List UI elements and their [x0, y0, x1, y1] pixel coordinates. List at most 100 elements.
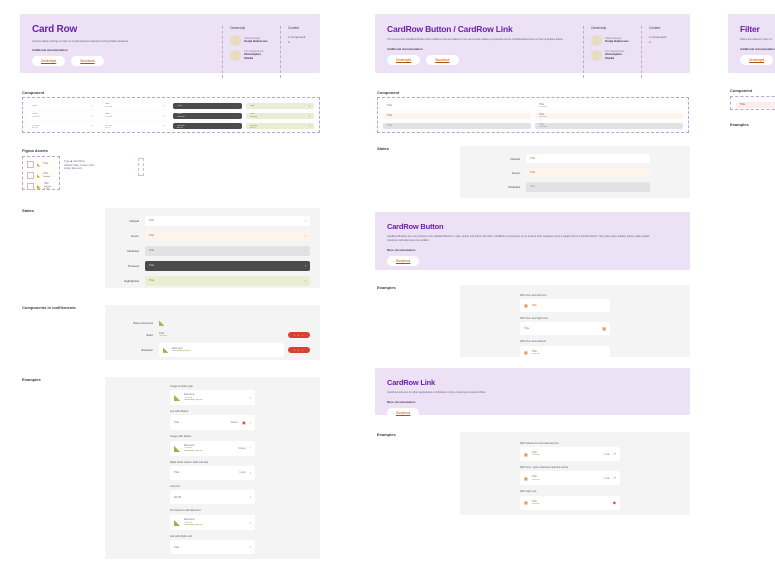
states-section: States [377, 146, 389, 151]
content-item: 1 Component [288, 35, 306, 39]
card-row-button[interactable]: Title [526, 182, 650, 192]
state-row: Disabled Title [460, 182, 650, 192]
zeroheight-link[interactable]: Zeroheight [32, 56, 66, 67]
card-description: Cardrow Links are on other applications … [387, 391, 487, 394]
card-row[interactable]: Title › [145, 246, 310, 256]
states-panel: Default Title › Hover Title › Disabled Tit… [105, 208, 320, 288]
card-row-button[interactable]: Title Subtitle [535, 123, 683, 129]
card-row-button[interactable]: Title Subtitle [535, 103, 683, 109]
figma-asset-item[interactable]: ◣ Title [27, 161, 55, 168]
card-row[interactable]: Title › [170, 540, 255, 555]
status-dot-icon: ◆ [612, 500, 616, 506]
state-name: Disabled [127, 249, 139, 253]
card-row[interactable]: Title › [245, 103, 314, 109]
card-row[interactable]: Title Subtitle › [100, 103, 169, 109]
card-row-button[interactable]: Title [526, 154, 650, 164]
storybook-link[interactable]: Storybook [71, 56, 104, 67]
filter-chip[interactable]: Title [736, 102, 775, 108]
state-row: Hover Title [460, 168, 650, 178]
card-row[interactable]: Title Label › [170, 465, 255, 480]
grid-icon: ▦ [524, 500, 528, 506]
card-description: CardRow Buttons are very similar to the … [387, 235, 650, 242]
figma-assets-section: Figma Assets [22, 148, 48, 153]
zeroheight-link[interactable]: Zeroheight [740, 54, 774, 65]
card-row[interactable]: ◣ Element Subtitle Secondary £0.00 Status … [170, 440, 255, 456]
checkbox-icon[interactable] [27, 172, 34, 179]
state-row: Default Title › [105, 216, 310, 226]
grid-icon: ▦ [524, 303, 528, 309]
card-row-link[interactable]: ▦ Title Subtitle Link ↗ [520, 447, 620, 462]
doc-links: Zeroheight Storybook [32, 56, 308, 67]
card-row-button[interactable]: ▦ Title Subtitle [520, 345, 610, 360]
card-description: The component CardRow Button and CardRow… [387, 38, 564, 41]
sneaker-thumb-icon: ◣ [159, 320, 165, 327]
external-link-icon: ↗ [613, 476, 616, 481]
example-caption: Left unit [170, 484, 180, 488]
owner-role: Visual Design [605, 36, 622, 40]
card-row[interactable]: Title › [145, 216, 310, 226]
state-name: Default [129, 219, 139, 223]
card-row[interactable]: Title › [145, 276, 310, 286]
card-row[interactable]: Title Status ▣ › [170, 415, 255, 431]
page-title: Filter [740, 24, 760, 34]
additional-documentation-label: Additional documentation [740, 46, 775, 51]
card-row-button[interactable]: Title [383, 123, 531, 129]
example-item: With Icon and right icon Title ▦ [520, 317, 610, 336]
card-row[interactable]: ◣ Element Subtitle Secondary £0.00 › [170, 390, 255, 406]
card-row[interactable]: Title Subtitle › [28, 113, 97, 119]
state-row: Highlighted Title › [105, 276, 310, 286]
zeroheight-link[interactable]: Zeroheight [387, 54, 421, 65]
example-caption: No Chevron with Element [170, 509, 201, 513]
storybook-link[interactable]: Storybook [387, 407, 420, 418]
state-row: Pressed Title › [105, 261, 310, 271]
card-row[interactable]: Title › [145, 231, 310, 241]
card-row[interactable]: ◣ Element Secondary £0.00 [159, 343, 285, 357]
state-name: Hover [130, 234, 139, 238]
card-row[interactable]: Title Subtitle › [173, 113, 242, 119]
storybook-link[interactable]: Storybook [426, 54, 459, 65]
figma-note-library: Library Elements [64, 166, 82, 170]
doc-links: Storybook [387, 407, 678, 418]
card-row-button[interactable]: Title ▦ [520, 322, 610, 336]
card-row-button[interactable]: Title [526, 168, 650, 178]
figma-asset-item[interactable]: ◣ Title Subtitle [27, 172, 55, 179]
ios-row-label: Basic [146, 333, 153, 337]
example-caption: With Icon and left icon [520, 294, 547, 297]
card-row-link[interactable]: ▦ Title Subtitle Link ↗ [520, 471, 620, 486]
card-row[interactable]: Title Subtitle › [245, 113, 314, 119]
card-row[interactable]: Title › [28, 103, 97, 109]
example-item: With Icon and left icon ▦ Title [520, 294, 610, 313]
figma-asset-item[interactable]: ◣ Title Subtitle £0.00 [27, 182, 55, 191]
ios-row-label: Illustration [141, 348, 153, 352]
owner-name: Sonja Halvorsen [605, 39, 629, 44]
card-row[interactable]: Title › [173, 103, 242, 109]
checkbox-icon[interactable] [27, 161, 34, 168]
ios-row-label: Base component [133, 321, 153, 325]
checkbox-icon[interactable] [27, 183, 34, 191]
sneaker-thumb-icon: ◣ [174, 393, 181, 403]
card-row[interactable]: Title › [145, 261, 310, 271]
state-name: Highlighted [123, 279, 139, 283]
owner-name: Christopher Clarke [605, 52, 623, 61]
example-item: With right unit ▦ Title Subtitle ◆ [520, 490, 620, 510]
card-row[interactable]: ◣ Element Subtitle Secondary £0.00 › [170, 515, 255, 531]
card-row-link[interactable]: ▦ Title Subtitle ◆ [520, 495, 620, 510]
component-section: Component [22, 90, 44, 95]
card-row-button[interactable]: Title Subtitle [535, 113, 683, 119]
card-row-button[interactable]: ▦ Title [520, 299, 610, 313]
card-row-doc-card: Card Row Used to allow sorting on lists … [20, 14, 320, 78]
card-row-button[interactable]: Title [383, 103, 531, 109]
card-row-button[interactable]: Title [383, 113, 531, 119]
figma-assets-box: ◣ Title ◣ Title Subtitle ◣ Title Subtitl… [22, 156, 60, 191]
storybook-link[interactable]: Storybook [387, 255, 420, 266]
card-row[interactable]: Title Subtitle › [100, 113, 169, 119]
card-row[interactable]: £0.00 › [170, 490, 255, 505]
card-description: Used to allow sorting on lists on small … [32, 39, 129, 43]
component-grid: Title Title Subtitle Title Title Subtitle … [377, 97, 689, 133]
figma-asset-note: Type ◆ Card Row Variants State, Content,… [64, 160, 136, 170]
